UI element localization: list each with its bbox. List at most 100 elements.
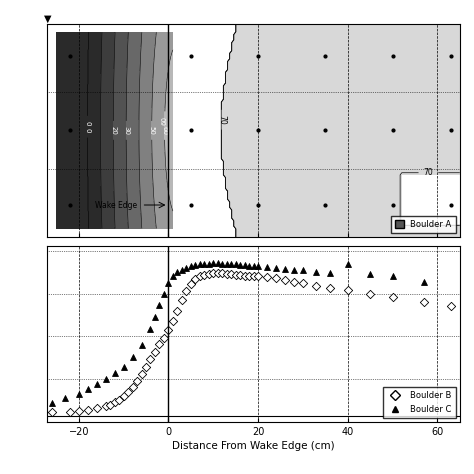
Point [129, 353, 137, 361]
Point [160, 290, 168, 297]
Legend: Boulder A: Boulder A [391, 216, 456, 233]
Point [129, 383, 137, 391]
Point [48, 408, 55, 415]
Point [187, 263, 195, 270]
Point [263, 273, 271, 281]
Point [321, 201, 329, 209]
Point [223, 270, 230, 278]
Point [93, 381, 100, 388]
Point [151, 314, 159, 321]
Point [447, 127, 455, 134]
Point [219, 260, 226, 267]
Text: 0: 0 [84, 128, 91, 133]
Point [205, 270, 212, 278]
Point [205, 260, 212, 267]
Text: 70: 70 [424, 168, 433, 177]
Text: 60: 60 [162, 126, 168, 135]
Point [389, 201, 396, 209]
Point [93, 404, 100, 412]
Text: 20: 20 [110, 126, 116, 135]
Point [169, 273, 177, 280]
Point [48, 399, 55, 407]
Text: 30: 30 [123, 126, 129, 135]
Point [228, 270, 235, 278]
Point [191, 262, 199, 269]
Point [214, 269, 221, 277]
Point [447, 52, 455, 60]
Point [290, 266, 298, 273]
Point [263, 263, 271, 271]
Point [187, 52, 195, 60]
Point [250, 263, 257, 270]
Point [254, 127, 262, 134]
Point [312, 268, 320, 276]
Point [75, 407, 82, 415]
Point [299, 267, 307, 274]
Point [237, 271, 244, 279]
Point [155, 340, 163, 348]
Point [201, 271, 208, 279]
Point [138, 341, 146, 349]
Point [254, 273, 262, 280]
Text: 70: 70 [217, 115, 226, 125]
Point [187, 280, 195, 288]
Point [214, 259, 221, 266]
Point [389, 52, 396, 60]
Point [160, 334, 168, 342]
Point [272, 264, 280, 272]
Legend: Boulder B, Boulder C: Boulder B, Boulder C [383, 387, 456, 418]
Point [344, 286, 352, 294]
Point [164, 280, 172, 287]
Point [246, 263, 253, 270]
Point [102, 375, 109, 383]
Text: ▼: ▼ [44, 14, 51, 24]
Point [290, 278, 298, 285]
Point [191, 275, 199, 283]
Point [219, 269, 226, 277]
Point [196, 273, 204, 280]
Point [254, 52, 262, 60]
Point [232, 271, 239, 279]
Point [447, 302, 455, 310]
Point [66, 201, 73, 209]
Point [210, 269, 217, 277]
Point [321, 127, 329, 134]
Point [111, 398, 118, 406]
Point [232, 261, 239, 268]
Point [281, 265, 289, 273]
Point [272, 274, 280, 282]
Point [389, 293, 396, 301]
Point [111, 369, 118, 377]
Point [281, 276, 289, 283]
Point [66, 127, 73, 134]
Point [151, 348, 159, 356]
Point [344, 261, 352, 268]
Point [84, 385, 91, 393]
Point [223, 260, 230, 267]
Point [62, 394, 69, 401]
Point [187, 201, 195, 209]
Point [196, 261, 204, 268]
Point [84, 406, 91, 414]
Point [124, 388, 132, 396]
Text: 50: 50 [149, 126, 155, 135]
Point [173, 307, 181, 314]
X-axis label: Distance From Wake Edge (cm): Distance From Wake Edge (cm) [172, 441, 335, 451]
Point [210, 259, 217, 266]
Point [187, 127, 195, 134]
Point [178, 266, 186, 273]
Point [146, 356, 154, 363]
Point [228, 261, 235, 268]
Point [146, 326, 154, 333]
Point [155, 301, 163, 309]
Point [66, 408, 73, 415]
Point [389, 273, 396, 280]
Point [326, 284, 334, 292]
Point [102, 403, 109, 410]
Point [420, 278, 428, 285]
Point [420, 298, 428, 306]
Point [182, 287, 190, 295]
Point [246, 272, 253, 279]
Point [178, 297, 186, 304]
Point [321, 52, 329, 60]
